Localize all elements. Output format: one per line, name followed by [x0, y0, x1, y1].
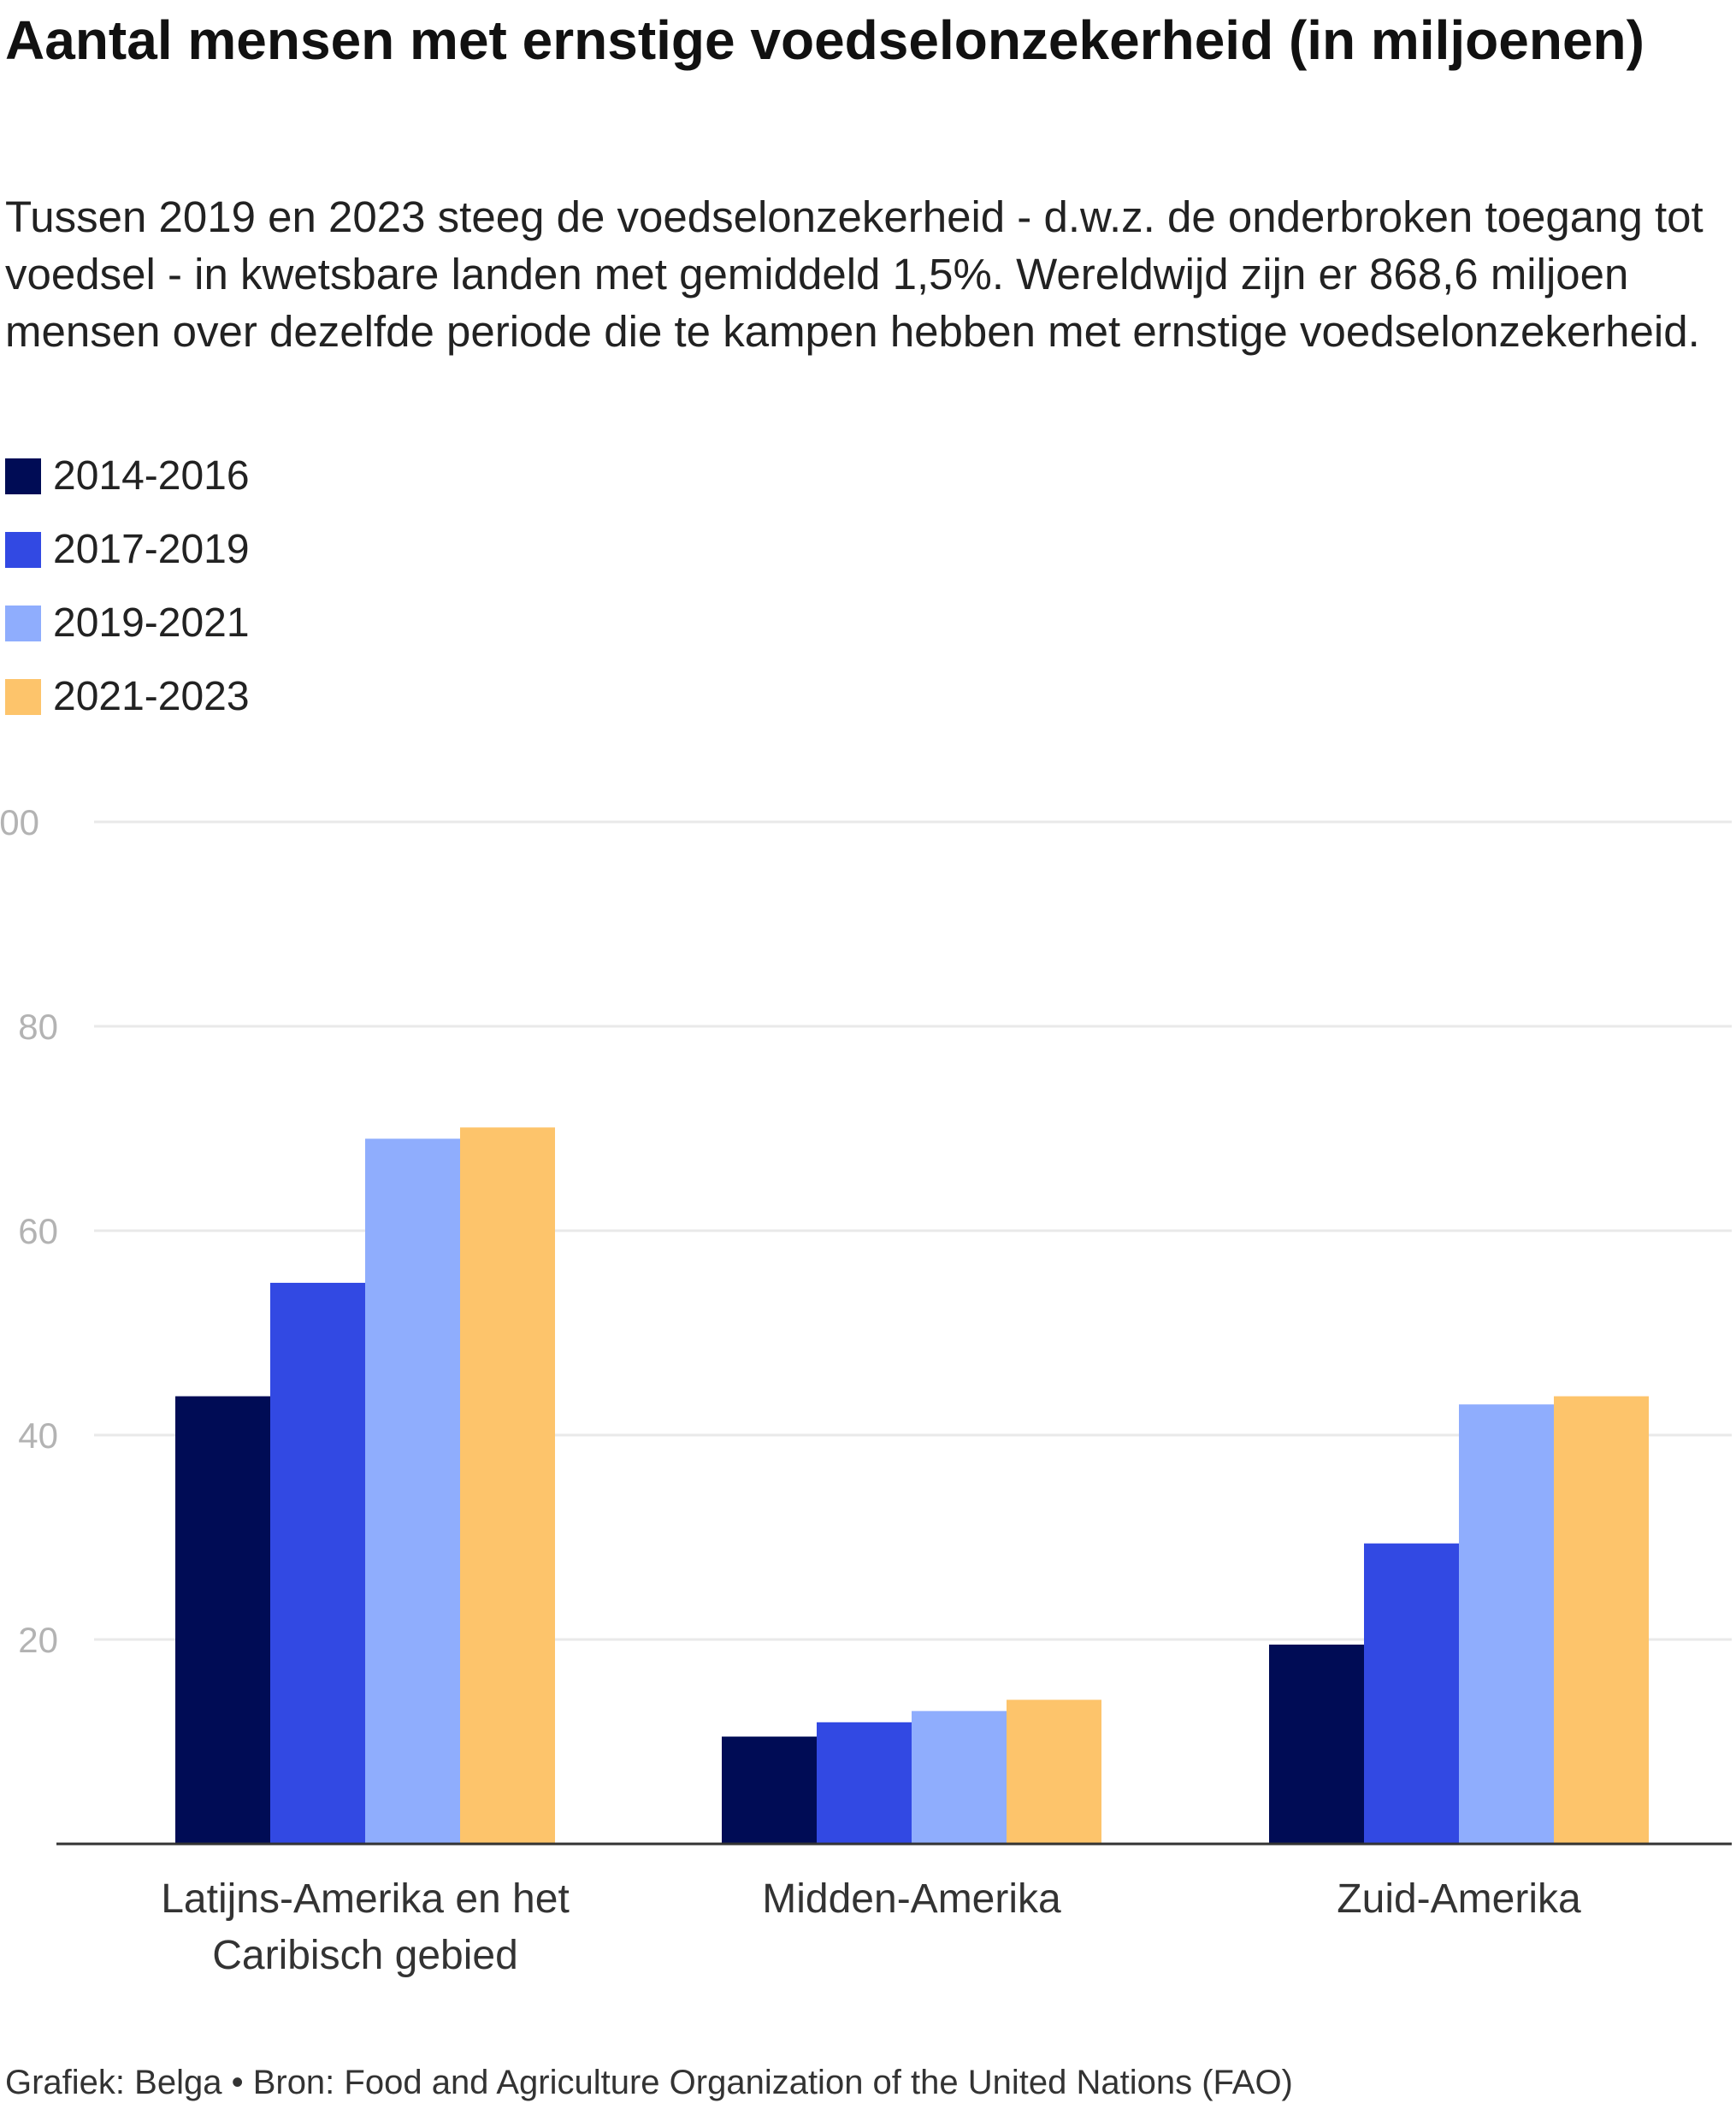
- y-tick-label: 40: [18, 1415, 58, 1456]
- bar: [1269, 1644, 1364, 1844]
- y-tick-label: 60: [18, 1211, 58, 1251]
- legend-swatch: [5, 679, 41, 715]
- chart-subtitle: Tussen 2019 en 2023 steeg de voedselonze…: [5, 192, 1704, 356]
- bar: [722, 1736, 817, 1844]
- bar: [270, 1282, 365, 1844]
- x-category-label: Caribisch gebied: [212, 1933, 518, 1978]
- source-footer: Grafiek: Belga • Bron: Food and Agricult…: [5, 2064, 1293, 2101]
- x-category-label: Zuid-Amerika: [1337, 1876, 1581, 1922]
- chart-title: Aantal mensen met ernstige voedselonzeke…: [5, 9, 1644, 71]
- bar-chart: 20 40 60 80 100 Latijns-Amerika en het Caribis…: [0, 802, 1732, 1978]
- legend-label: 2014-2016: [53, 453, 250, 499]
- bar: [912, 1710, 1007, 1844]
- y-tick-label: 20: [18, 1620, 58, 1660]
- legend-swatch: [5, 458, 41, 494]
- legend-swatch: [5, 532, 41, 568]
- bar: [365, 1138, 460, 1844]
- bar: [1007, 1699, 1101, 1844]
- legend-label: 2021-2023: [53, 674, 250, 719]
- y-tick-label: 80: [18, 1007, 58, 1047]
- legend-swatch: [5, 606, 41, 641]
- bar: [1364, 1543, 1459, 1844]
- x-category-label: Midden-Amerika: [762, 1876, 1061, 1922]
- y-tick-label: 100: [0, 802, 39, 842]
- bar: [175, 1396, 270, 1844]
- legend-label: 2017-2019: [53, 527, 250, 572]
- x-category-label: Latijns-Amerika en het: [161, 1876, 570, 1922]
- bar: [1459, 1404, 1554, 1844]
- bar: [817, 1722, 912, 1844]
- bar: [460, 1127, 555, 1844]
- legend-label: 2019-2021: [53, 600, 250, 646]
- bar: [1554, 1396, 1649, 1844]
